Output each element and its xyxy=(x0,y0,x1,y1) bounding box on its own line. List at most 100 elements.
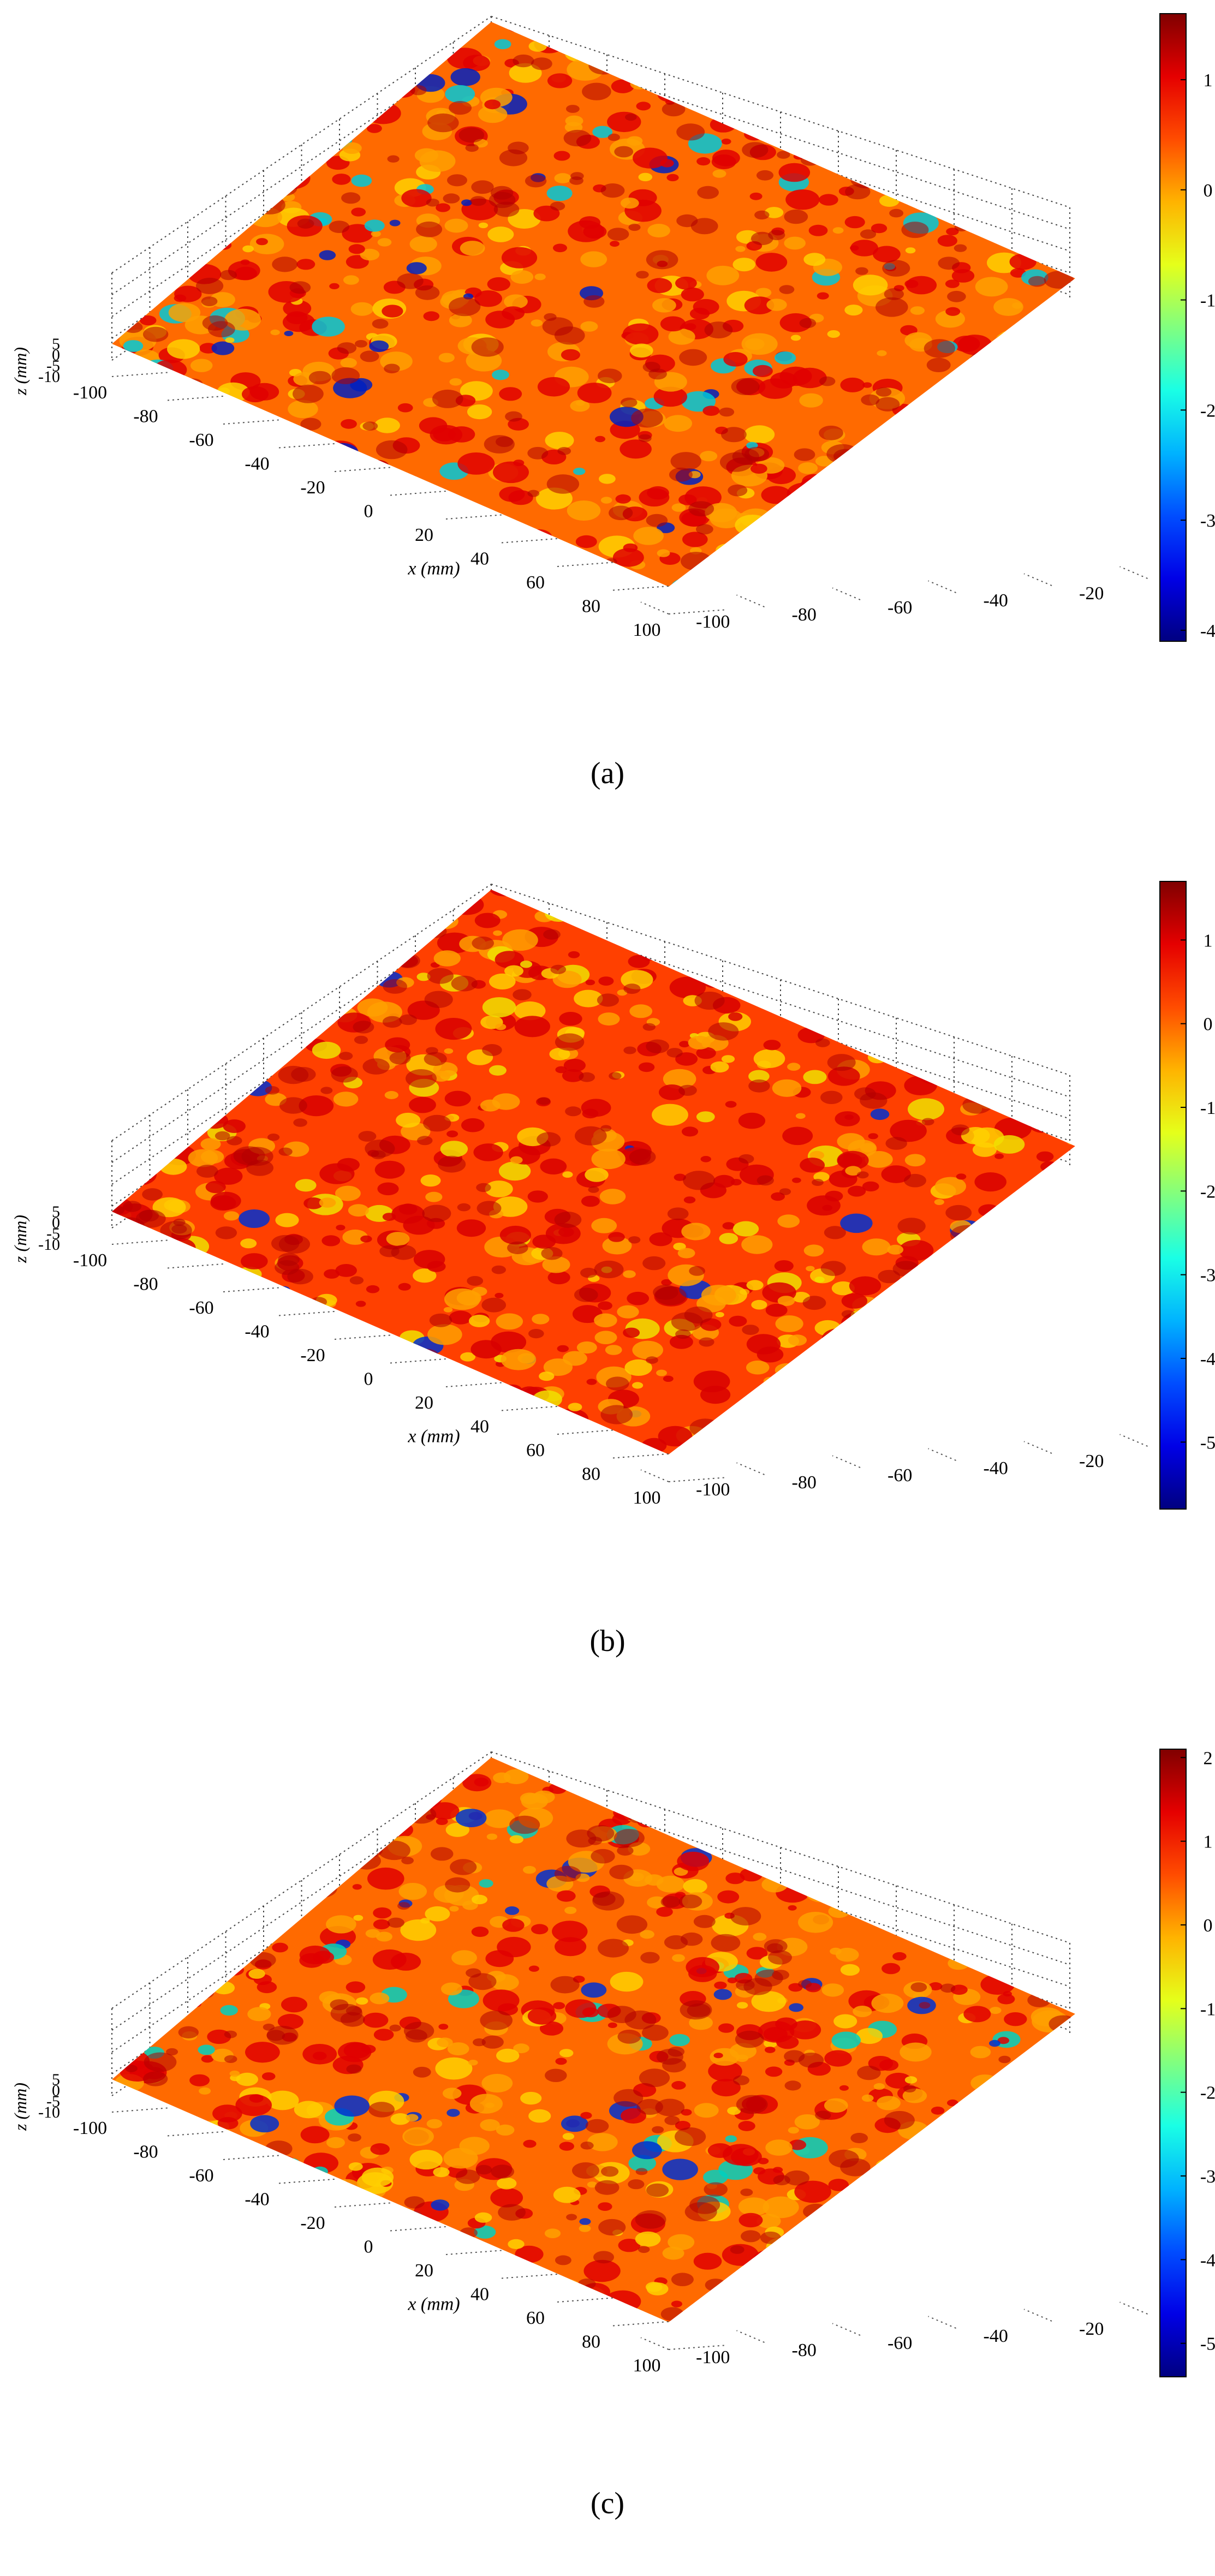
surface-texture xyxy=(350,302,374,316)
surface-peak xyxy=(851,544,883,563)
surface-peak xyxy=(628,1811,648,1823)
surface-texture xyxy=(908,1841,943,1863)
surface-texture xyxy=(761,486,791,504)
surface-peak xyxy=(997,351,1014,362)
surface-texture xyxy=(445,1822,469,1837)
surface-texture xyxy=(325,443,359,463)
surface-texture xyxy=(145,47,157,55)
surface-texture xyxy=(158,200,169,207)
surface-texture xyxy=(694,2103,719,2118)
surface-texture xyxy=(557,1345,569,1352)
surface-texture xyxy=(615,494,631,504)
surface-texture xyxy=(693,1458,713,1470)
surface-peak xyxy=(910,1982,927,1992)
surface-texture xyxy=(724,896,738,904)
surface-peak xyxy=(841,1310,855,1319)
surface-texture xyxy=(527,1190,548,1203)
surface-peak xyxy=(942,466,968,481)
floor-grid-line xyxy=(832,1455,861,1468)
surface-texture xyxy=(720,890,744,898)
surface-texture xyxy=(1050,1428,1075,1447)
surface-texture xyxy=(144,153,166,166)
surface-texture xyxy=(373,2029,394,2041)
surface-peak xyxy=(112,2198,127,2209)
surface-texture xyxy=(827,1066,860,1086)
surface-texture xyxy=(326,1915,356,1934)
surface-texture xyxy=(790,1362,806,1372)
surface-texture xyxy=(1018,2237,1045,2253)
surface-texture xyxy=(990,341,1024,362)
surface-peak xyxy=(855,267,868,275)
x-tick-label: 60 xyxy=(526,1440,545,1460)
surface-texture xyxy=(379,2258,408,2275)
surface-texture xyxy=(353,470,384,488)
surface-texture xyxy=(1004,135,1040,157)
surface-texture xyxy=(552,970,582,988)
surface-texture xyxy=(741,1235,773,1254)
surface-texture xyxy=(174,986,200,1001)
surface-texture xyxy=(899,1364,933,1385)
surface-texture xyxy=(559,2049,574,2058)
surface-texture xyxy=(385,1372,405,1385)
surface-texture xyxy=(710,2048,740,2066)
surface-texture xyxy=(305,2241,339,2262)
surface-texture xyxy=(693,2252,722,2270)
chart-panel-b: -100 -80 -60 -40 -20 0 20 40 60 80 100 x (mm) -100 -8… xyxy=(0,868,1215,1708)
surface-texture xyxy=(620,1457,644,1471)
surface-texture xyxy=(245,1346,271,1363)
surface-texture xyxy=(601,1757,629,1765)
surface-texture xyxy=(1036,1811,1071,1832)
surface-texture xyxy=(128,456,139,464)
surface-peak xyxy=(897,891,918,903)
surface-texture xyxy=(168,941,196,958)
surface-texture xyxy=(493,461,529,484)
surface-texture xyxy=(290,1440,317,1454)
surface-texture xyxy=(513,2043,529,2054)
surface-texture xyxy=(509,63,542,83)
surface-peak xyxy=(784,209,808,224)
surface-texture xyxy=(652,298,676,313)
surface-texture xyxy=(373,599,385,606)
surface-texture xyxy=(696,1111,715,1123)
surface-texture xyxy=(702,406,720,416)
surface-texture xyxy=(201,2055,214,2063)
surface-texture xyxy=(491,1331,527,1353)
surface-texture xyxy=(776,1798,806,1816)
surface-peak xyxy=(756,170,774,181)
surface-texture xyxy=(747,1805,758,1811)
surface-texture xyxy=(645,2282,663,2292)
surface-texture xyxy=(495,550,507,557)
surface-texture xyxy=(860,1848,878,1859)
surface-texture xyxy=(1015,1934,1032,1945)
surface-texture xyxy=(937,497,955,508)
z-tick-label: -10 xyxy=(38,2103,60,2121)
surface-peak xyxy=(653,1284,678,1300)
surface-texture xyxy=(708,2061,742,2082)
surface-texture xyxy=(947,1827,956,1833)
surface-peak xyxy=(279,926,307,943)
surface-peak xyxy=(278,1147,293,1156)
surface-texture xyxy=(323,481,357,502)
surface-texture xyxy=(252,76,282,95)
surface-texture xyxy=(312,1041,341,1059)
surface-texture xyxy=(659,898,690,916)
surface-texture xyxy=(871,1993,904,2013)
surface-texture xyxy=(354,1333,384,1350)
surface-texture xyxy=(170,990,203,1010)
surface-peak xyxy=(233,981,251,993)
surface-peak xyxy=(360,929,381,943)
surface-peak xyxy=(447,174,467,187)
surface-texture xyxy=(122,589,133,595)
surface-peak xyxy=(413,2066,431,2078)
surface-peak xyxy=(467,1276,484,1286)
surface-texture xyxy=(735,246,746,252)
surface-texture xyxy=(674,890,707,905)
surface-texture xyxy=(725,1873,745,1885)
surface-texture xyxy=(478,222,489,229)
surface-texture xyxy=(209,232,219,238)
surface-peak xyxy=(383,979,407,994)
surface-texture xyxy=(1004,1827,1031,1844)
surface-texture xyxy=(910,1775,927,1786)
surface-texture xyxy=(1057,308,1075,330)
surface-texture xyxy=(803,1244,824,1257)
